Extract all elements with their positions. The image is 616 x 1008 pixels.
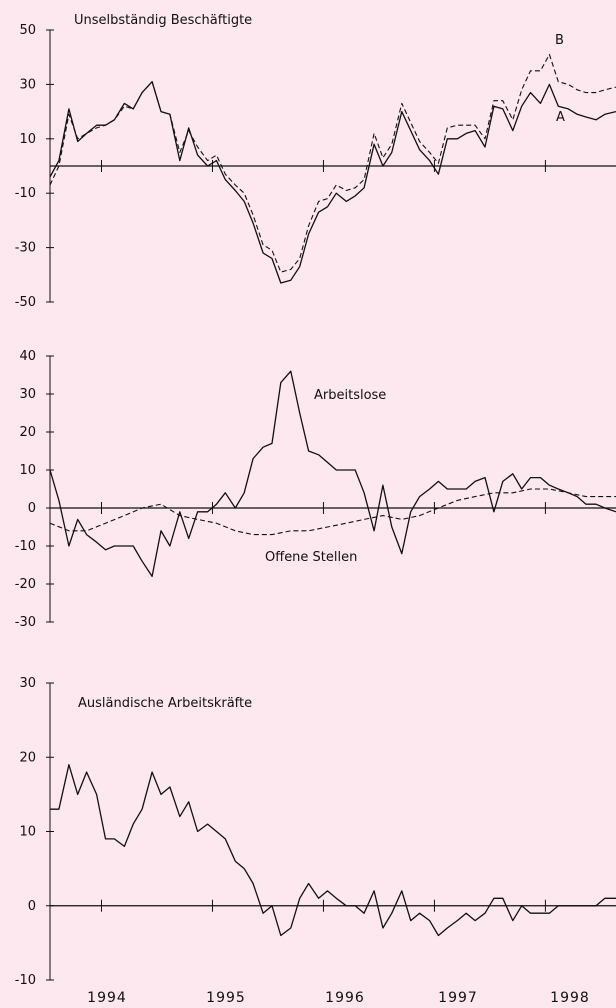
- series-line-a: [49, 81, 616, 284]
- y-tick-label: 10: [19, 132, 36, 147]
- y-tick-label: -10: [15, 186, 36, 201]
- series-annotation: Arbeitslose: [314, 388, 386, 403]
- y-tick-label: -10: [15, 973, 36, 988]
- series-line-b: [49, 53, 616, 273]
- y-tick-label: -30: [15, 615, 36, 630]
- series-line-arbeitslose: [49, 370, 616, 578]
- panel-title: Ausländische Arbeitskräfte: [78, 696, 252, 711]
- series-line-offene-stellen: [49, 488, 616, 536]
- y-tick-label: 30: [19, 387, 36, 402]
- series-annotation: Offene Stellen: [265, 550, 357, 565]
- chart-panel-1: 50 30 10 -10 -30 -50 Unselbständig Beschäftigt…: [15, 13, 616, 310]
- y-tick-label: -30: [15, 241, 36, 256]
- y-tick-label: -20: [15, 577, 36, 592]
- y-tick-label: 0: [28, 899, 36, 914]
- y-tick-label: 40: [19, 349, 36, 364]
- year-label: 1997: [438, 990, 478, 1006]
- chart-panel-2: 40 30 20 10 0 -10 -20 -30: [15, 349, 616, 630]
- y-tick-label: 30: [19, 77, 36, 92]
- y-tick-label: -10: [15, 539, 36, 554]
- series-annotation: A: [556, 110, 565, 125]
- series-line-main: [50, 764, 616, 937]
- y-tick-label: 10: [19, 825, 36, 840]
- y-tick-label: -50: [15, 295, 36, 310]
- y-tick-label: 50: [19, 23, 36, 38]
- year-label: 1994: [87, 990, 127, 1006]
- year-label: 1998: [550, 990, 590, 1006]
- y-tick-label: 0: [28, 501, 36, 516]
- y-tick-label: 10: [19, 463, 36, 478]
- y-tick-label: 30: [19, 676, 36, 691]
- panel-title: Unselbständig Beschäftigte: [74, 13, 252, 28]
- year-label: 1995: [206, 990, 246, 1006]
- chart-panel-3: 30 20 10 0 -10 Ausländische Arbeitskräfte: [15, 676, 616, 988]
- y-tick-label: 20: [19, 425, 36, 440]
- year-label: 1996: [325, 990, 365, 1006]
- y-tick-label: 20: [19, 750, 36, 765]
- series-annotation: B: [555, 33, 564, 48]
